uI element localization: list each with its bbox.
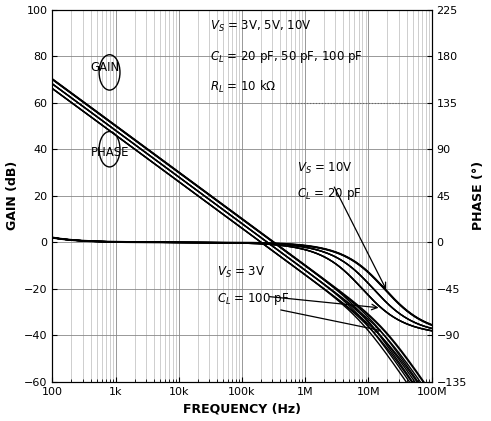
Text: $V_S$ = 3V: $V_S$ = 3V xyxy=(218,265,266,280)
Text: GAIN: GAIN xyxy=(90,61,120,74)
Text: $C_L$ = 100 pF: $C_L$ = 100 pF xyxy=(218,291,290,307)
Text: $V_S$ = 10V: $V_S$ = 10V xyxy=(297,160,353,176)
Y-axis label: PHASE (°): PHASE (°) xyxy=(472,161,486,230)
X-axis label: FREQUENCY (Hz): FREQUENCY (Hz) xyxy=(183,402,301,416)
Text: $C_L$ = 20 pF, 50 pF, 100 pF: $C_L$ = 20 pF, 50 pF, 100 pF xyxy=(210,49,363,65)
Text: $R_L$ = 10 k$\Omega$: $R_L$ = 10 k$\Omega$ xyxy=(210,78,276,95)
Text: $V_S$ = 3V, 5V, 10V: $V_S$ = 3V, 5V, 10V xyxy=(210,19,311,34)
Y-axis label: GAIN (dB): GAIN (dB) xyxy=(5,161,19,230)
Text: $C_L$ = 20 pF: $C_L$ = 20 pF xyxy=(297,187,362,203)
Text: PHASE: PHASE xyxy=(90,147,129,160)
